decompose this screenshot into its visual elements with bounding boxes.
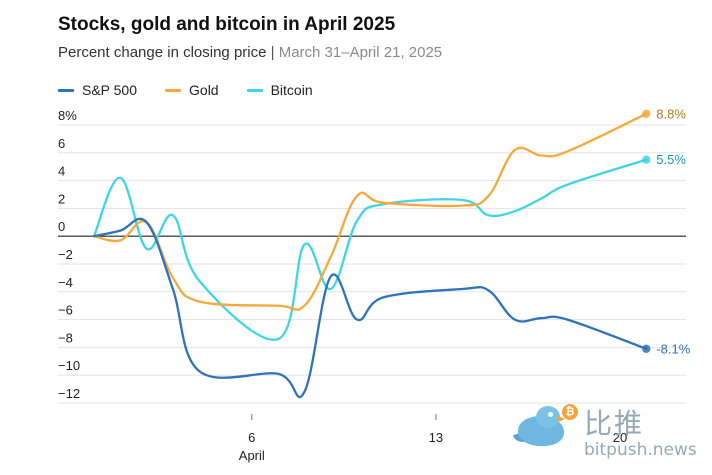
chart-legend: S&P 500 Gold Bitcoin — [58, 82, 313, 98]
legend-swatch-gold — [165, 88, 182, 92]
series-line-sp500 — [92, 217, 648, 399]
legend-swatch-bitcoin — [246, 88, 263, 92]
series-line-bitcoin — [92, 158, 648, 341]
y-tick-label: −8 — [58, 330, 73, 345]
end-value-label-bitcoin: 5.5% — [656, 152, 686, 167]
watermark-brand-text: 比推 — [584, 407, 645, 440]
subtitle-separator: | — [270, 44, 279, 61]
end-point-gold — [642, 109, 651, 119]
x-tick-label: 6 — [248, 430, 255, 445]
subtitle-date-range: March 31–April 21, 2025 — [278, 44, 443, 61]
y-tick-label: 4 — [58, 164, 65, 179]
legend-item-gold: Gold — [165, 82, 219, 98]
y-tick-label: 6 — [58, 136, 65, 151]
end-point-bitcoin — [642, 155, 651, 164]
legend-label-gold: Gold — [189, 82, 219, 98]
y-tick-label: −4 — [58, 275, 73, 290]
bird-eye-shape — [548, 412, 553, 417]
legend-label-sp500: S&P 500 — [82, 82, 138, 98]
series-line-gold — [92, 112, 648, 311]
x-tick-label: 13 — [429, 430, 443, 445]
legend-swatch-sp500 — [58, 88, 74, 92]
y-tick-label: 8% — [58, 108, 77, 123]
y-tick-label: 2 — [58, 191, 65, 206]
bitcoin-coin-icon: ₿ — [562, 404, 578, 420]
y-tick-label: 0 — [58, 219, 65, 234]
bird-head-shape — [536, 406, 560, 428]
watermark-url: bitpush.news — [584, 440, 697, 460]
legend-label-bitcoin: Bitcoin — [270, 82, 313, 98]
legend-item-bitcoin: Bitcoin — [246, 82, 313, 98]
x-tick-label: 20 — [613, 430, 627, 445]
chart-subtitle: Percent change in closing price | March … — [58, 44, 442, 61]
y-tick-label: −2 — [58, 247, 73, 262]
y-tick-label: −6 — [58, 303, 73, 318]
y-tick-label: −12 — [58, 386, 80, 401]
legend-item-sp500: S&P 500 — [58, 82, 137, 98]
end-point-sp500 — [642, 344, 651, 354]
end-value-label-gold: 8.8% — [656, 106, 686, 121]
bitpush-watermark: ₿ 比推 bitpush.news — [512, 402, 704, 468]
subtitle-main: Percent change in closing price — [58, 44, 267, 61]
y-tick-label: −10 — [58, 358, 80, 373]
end-value-label-sp500: -8.1% — [656, 341, 690, 356]
x-tick-sublabel: April — [239, 448, 265, 463]
chart-title: Stocks, gold and bitcoin in April 2025 — [58, 14, 396, 35]
bird-beak-shape — [558, 416, 565, 422]
